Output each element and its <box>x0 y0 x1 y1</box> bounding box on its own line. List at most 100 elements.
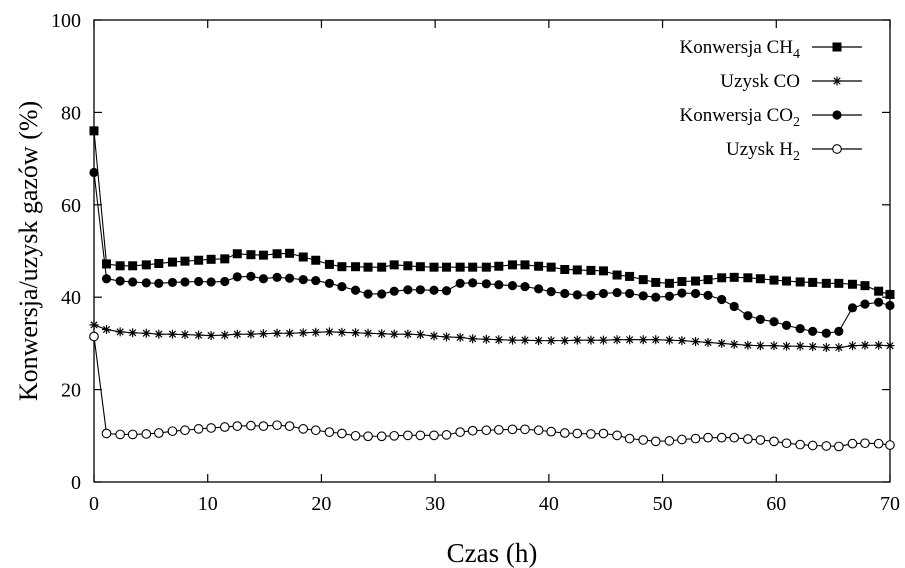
data-point <box>141 429 152 439</box>
data-point <box>534 284 544 294</box>
x-axis-ticks: 0 10 20 30 40 50 60 70 <box>89 20 900 515</box>
data-point <box>769 275 779 285</box>
data-point <box>337 281 347 292</box>
data-point <box>232 421 243 431</box>
x-tick-label: 70 <box>880 493 900 515</box>
data-point <box>455 278 465 288</box>
data-point <box>860 340 870 350</box>
data-point <box>520 424 530 435</box>
data-point <box>885 300 895 311</box>
data-point <box>586 335 596 345</box>
data-point <box>324 259 334 269</box>
data-point <box>586 265 596 275</box>
data-point <box>560 336 570 346</box>
data-point <box>389 286 399 296</box>
legend-item: Uzysk H2 <box>726 139 862 164</box>
data-point <box>624 288 635 299</box>
data-point <box>246 420 256 431</box>
data-point <box>808 342 818 352</box>
x-tick-label: 10 <box>198 493 218 515</box>
data-point <box>703 337 713 347</box>
data-point <box>834 326 844 336</box>
data-point <box>807 440 818 451</box>
data-point <box>377 289 387 299</box>
data-point <box>468 334 478 344</box>
legend-marker <box>832 110 842 120</box>
legend-label: Konwersja CO2 <box>680 105 800 130</box>
data-point <box>141 328 151 338</box>
data-point <box>389 430 400 441</box>
data-point <box>415 262 425 272</box>
data-point <box>755 435 766 445</box>
data-point <box>560 288 570 299</box>
data-point <box>206 423 216 433</box>
data-point <box>128 277 138 287</box>
data-point <box>624 433 635 444</box>
series-1 <box>89 126 895 299</box>
data-point <box>507 335 517 345</box>
data-point <box>520 281 530 292</box>
data-point <box>572 290 582 300</box>
data-point <box>206 277 216 287</box>
series-2 <box>89 320 895 353</box>
data-point <box>337 428 347 439</box>
x-tick-label: 20 <box>311 493 331 515</box>
x-axis-title: Czas (h) <box>447 538 538 568</box>
data-point <box>808 326 818 336</box>
data-point <box>598 266 608 276</box>
data-point <box>363 262 373 272</box>
data-point <box>467 425 478 436</box>
data-point <box>403 261 413 271</box>
data-point <box>874 286 884 296</box>
x-tick-label: 60 <box>766 493 786 515</box>
data-point <box>206 254 216 264</box>
data-point <box>272 249 282 259</box>
data-point <box>625 335 635 345</box>
data-point <box>795 439 806 450</box>
data-point <box>350 285 361 295</box>
data-point <box>690 288 701 299</box>
series-line <box>93 172 891 334</box>
data-point <box>534 336 544 346</box>
data-point <box>612 270 622 280</box>
data-point <box>363 431 373 442</box>
data-point <box>363 328 373 338</box>
data-point <box>885 440 895 450</box>
data-point <box>429 331 439 341</box>
data-point <box>89 320 99 330</box>
x-tick-label: 0 <box>89 493 99 515</box>
data-point <box>180 425 190 436</box>
data-point <box>874 297 884 307</box>
data-point <box>612 287 622 298</box>
data-point <box>572 265 582 275</box>
data-point <box>141 260 151 270</box>
data-point <box>781 438 792 449</box>
data-point <box>128 261 138 271</box>
legend-marker <box>832 144 842 154</box>
data-point <box>638 275 648 285</box>
data-point <box>507 281 518 291</box>
data-point <box>729 432 740 443</box>
data-point <box>89 167 99 178</box>
data-point <box>638 435 649 445</box>
data-point <box>690 433 701 444</box>
legend-marker <box>832 42 842 52</box>
data-point <box>874 340 884 350</box>
data-point <box>795 277 805 287</box>
data-point <box>285 328 295 338</box>
data-point <box>664 436 675 446</box>
data-point <box>284 273 295 283</box>
y-axis-ticks: 0 20 40 60 80 100 <box>51 10 890 494</box>
data-point <box>415 330 425 340</box>
series-4 <box>89 331 895 452</box>
data-point <box>677 288 687 298</box>
data-point <box>284 421 295 431</box>
data-point <box>847 303 858 313</box>
data-point <box>651 335 661 345</box>
data-point <box>520 335 530 345</box>
data-point <box>102 259 112 269</box>
data-point <box>716 432 727 443</box>
data-point <box>598 288 609 299</box>
data-point <box>377 262 387 272</box>
data-point <box>468 262 478 272</box>
